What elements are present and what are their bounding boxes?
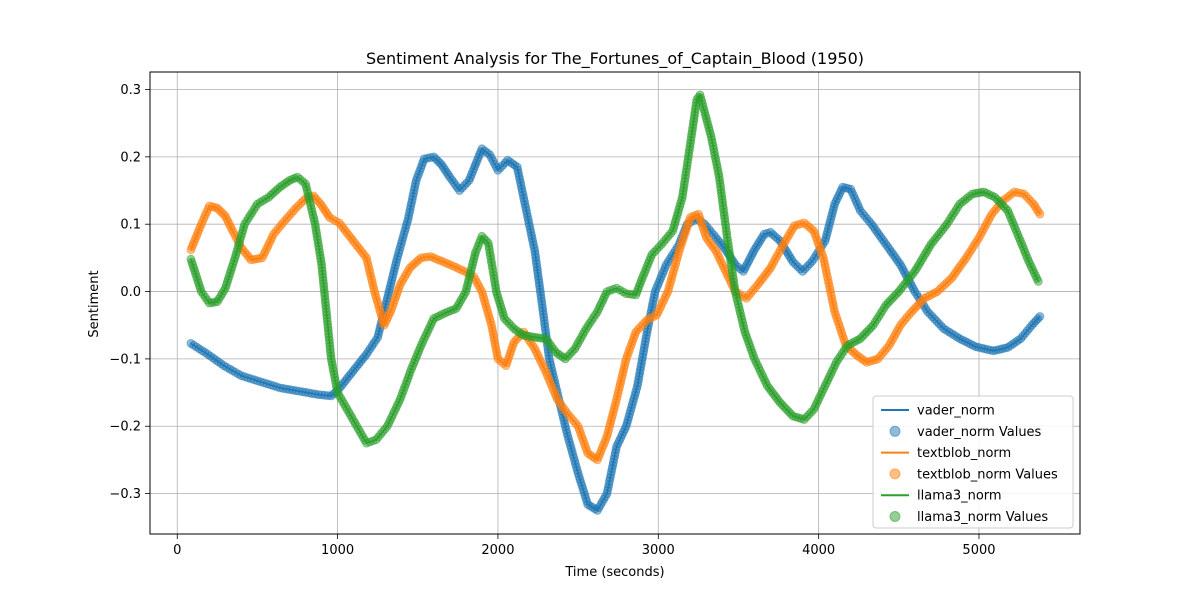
legend-label: vader_norm Values <box>917 425 1042 440</box>
x-tick-label: 0 <box>173 543 181 558</box>
legend-marker-swatch <box>889 511 901 522</box>
vader_norm-point <box>1035 312 1045 321</box>
y-tick-label: 0.3 <box>120 83 141 98</box>
y-tick-label: 0.1 <box>120 218 141 233</box>
x-tick-label: 3000 <box>642 543 675 558</box>
textblob_norm-point <box>1035 209 1045 219</box>
y-tick-label: 0.2 <box>120 150 141 165</box>
legend-box <box>872 395 1074 529</box>
x-axis-label: Time (seconds) <box>564 565 664 580</box>
x-tick-label: 2000 <box>481 543 514 558</box>
legend-label: textblob_norm <box>917 446 1011 461</box>
y-axis-label: Sentiment <box>87 270 102 337</box>
x-tick-label: 4000 <box>802 543 835 558</box>
textblob_norm-series <box>186 187 1045 465</box>
y-tick-label: −0.2 <box>109 420 141 435</box>
legend-label: vader_norm <box>917 404 995 419</box>
y-tick-label: 0.0 <box>120 285 141 300</box>
legend-label: llama3_norm Values <box>917 510 1048 525</box>
axis-ticks: 0 1000 2000 3000 4000 5000 −0.3 −0.2 −0.1 0.0 0.1 0… <box>109 83 995 558</box>
legend-marker-swatch <box>889 425 901 437</box>
x-tick-label: 5000 <box>962 543 995 558</box>
legend-label: textblob_norm Values <box>917 467 1058 482</box>
data-series <box>186 90 1045 515</box>
plot-frame <box>149 71 1081 535</box>
legend-marker-swatch <box>889 468 901 480</box>
llama3_norm-series <box>186 90 1043 448</box>
llama3_norm-point <box>1033 276 1043 286</box>
y-tick-label: −0.1 <box>109 352 141 367</box>
y-tick-label: −0.3 <box>109 487 141 502</box>
legend-label: llama3_norm <box>917 489 1002 504</box>
chart-title: Sentiment Analysis for The_Fortunes_of_C… <box>366 49 864 69</box>
x-tick-label: 1000 <box>321 543 354 558</box>
chart-legend: vader_norm vader_norm Values textblob_norm… <box>872 395 1074 529</box>
